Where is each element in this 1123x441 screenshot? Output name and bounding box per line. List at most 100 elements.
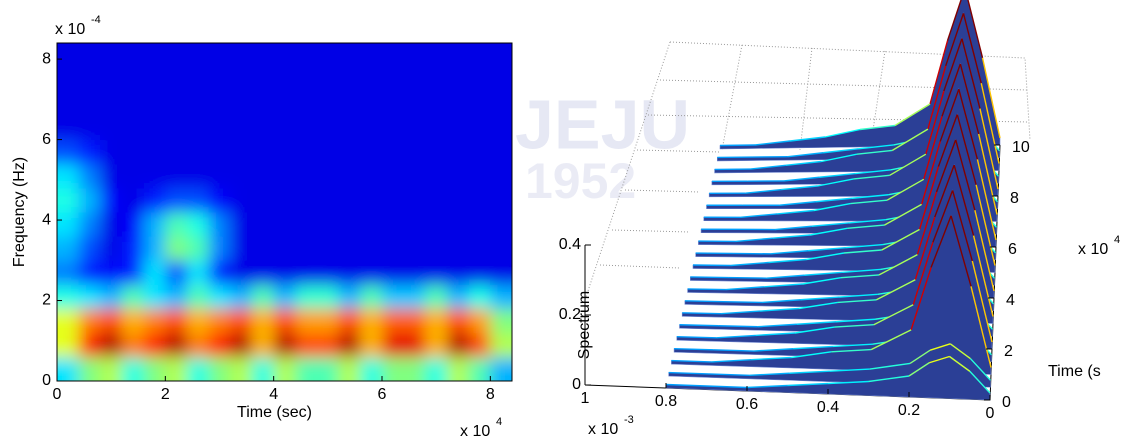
surface-mesh	[754, 140, 791, 146]
x-tick-label: 2	[161, 386, 170, 403]
surface-mesh	[777, 209, 814, 215]
surface-mesh	[927, 65, 947, 130]
heatmap-cell	[273, 139, 296, 165]
heatmap-cell	[230, 91, 253, 116]
heatmap-cell	[273, 91, 296, 116]
surface-mesh	[910, 267, 932, 331]
heatmap-cell	[165, 187, 188, 213]
surface-mesh	[969, 370, 991, 394]
x-tick-label: 0	[986, 405, 995, 422]
x-tick-label: 0.6	[736, 396, 758, 413]
heatmap-cell	[295, 332, 318, 358]
heatmap-cell	[295, 236, 318, 261]
heatmap-cell	[360, 284, 383, 310]
heatmap-cell	[295, 67, 318, 92]
heatmap-cell	[468, 308, 491, 334]
heatmap-cell	[122, 91, 145, 116]
z-tick-label: 0.4	[559, 236, 581, 253]
surface-mesh	[925, 90, 945, 155]
surface-mesh	[827, 380, 869, 385]
surface-mesh	[934, 164, 955, 218]
surface-mesh	[684, 300, 724, 303]
heatmap-cell	[252, 332, 275, 358]
heatmap-cell	[208, 284, 231, 310]
heatmap-cell	[447, 212, 470, 237]
heatmap-cell	[100, 332, 123, 358]
heatmap-cell	[252, 187, 275, 213]
heatmap-cell	[143, 115, 166, 141]
surface-mesh	[839, 293, 878, 298]
surface-mesh	[817, 178, 854, 187]
surface-mesh	[718, 325, 758, 328]
heatmap-cell	[425, 260, 448, 285]
heatmap-cell	[100, 187, 123, 213]
heatmap-cell	[78, 139, 101, 165]
surface-mesh	[949, 343, 971, 360]
surface-mesh	[969, 358, 992, 381]
heatmap-cell	[252, 260, 275, 285]
heatmap-cell	[100, 43, 123, 68]
heatmap-cell	[100, 163, 123, 189]
multiplier-base: x 10	[460, 423, 490, 440]
surface-mesh	[975, 184, 996, 266]
heatmap-cell	[317, 332, 340, 358]
heatmap-cell	[230, 260, 253, 285]
surface-mesh	[679, 324, 719, 327]
heatmap-cell	[57, 212, 80, 237]
box-grid	[659, 79, 1028, 91]
heatmap-cell	[78, 67, 101, 92]
heatmap-cell	[338, 260, 361, 285]
heatmap-cell	[230, 332, 253, 358]
multiplier-base: x 10	[1078, 241, 1108, 258]
surface-mesh	[979, 108, 999, 190]
surface-mesh	[789, 370, 830, 374]
heatmap-cell	[57, 163, 80, 189]
surface-mesh	[723, 300, 763, 304]
heatmap-cell	[187, 139, 210, 165]
heatmap-cell	[273, 284, 296, 310]
surface-mesh	[929, 40, 949, 105]
heatmap-cell	[122, 332, 145, 358]
surface-mesh	[848, 218, 886, 224]
y-tick-label: 0	[42, 372, 51, 389]
heatmap-cell	[468, 163, 491, 189]
heatmap-cell	[122, 236, 145, 261]
surface-mesh	[749, 372, 790, 377]
surface-mesh	[961, 38, 981, 109]
heatmap-cell	[122, 356, 145, 381]
surface-mesh	[967, 0, 984, 58]
heatmap-cell	[208, 91, 231, 116]
surface-mesh	[856, 149, 893, 155]
heatmap-cell	[122, 187, 145, 213]
heatmap-cell	[273, 236, 296, 261]
heatmap-cell	[252, 43, 275, 68]
heatmap-cell	[382, 91, 405, 116]
heatmap-cell	[338, 163, 361, 189]
surface-mesh	[746, 384, 788, 389]
heatmap-cell	[78, 115, 101, 141]
heatmap-cell	[187, 308, 210, 334]
heatmap-cell	[230, 115, 253, 141]
surface-mesh	[945, 13, 965, 67]
surface-mesh	[916, 191, 938, 255]
heatmap-cell	[468, 332, 491, 358]
heatmap-cell	[338, 67, 361, 92]
heatmap-cell	[403, 139, 426, 165]
heatmap-cell	[338, 43, 361, 68]
heatmap-cell	[165, 43, 188, 68]
heatmap-cell	[490, 67, 512, 92]
heatmap-cell	[468, 284, 491, 310]
heatmap-cell	[187, 356, 210, 381]
surface-mesh	[751, 356, 792, 361]
heatmap-cell	[252, 91, 275, 116]
surface-mesh	[974, 209, 995, 292]
heatmap-cell	[382, 187, 405, 213]
heatmap-cell	[468, 67, 491, 92]
y-tick-label: 2	[1004, 343, 1013, 360]
surface-mesh	[851, 194, 889, 199]
heatmap-cell	[490, 115, 512, 141]
heatmap-cell	[165, 356, 188, 381]
heatmap-cell	[360, 212, 383, 237]
heatmap-cell	[490, 139, 512, 165]
multiplier-base: x 10	[55, 21, 85, 38]
